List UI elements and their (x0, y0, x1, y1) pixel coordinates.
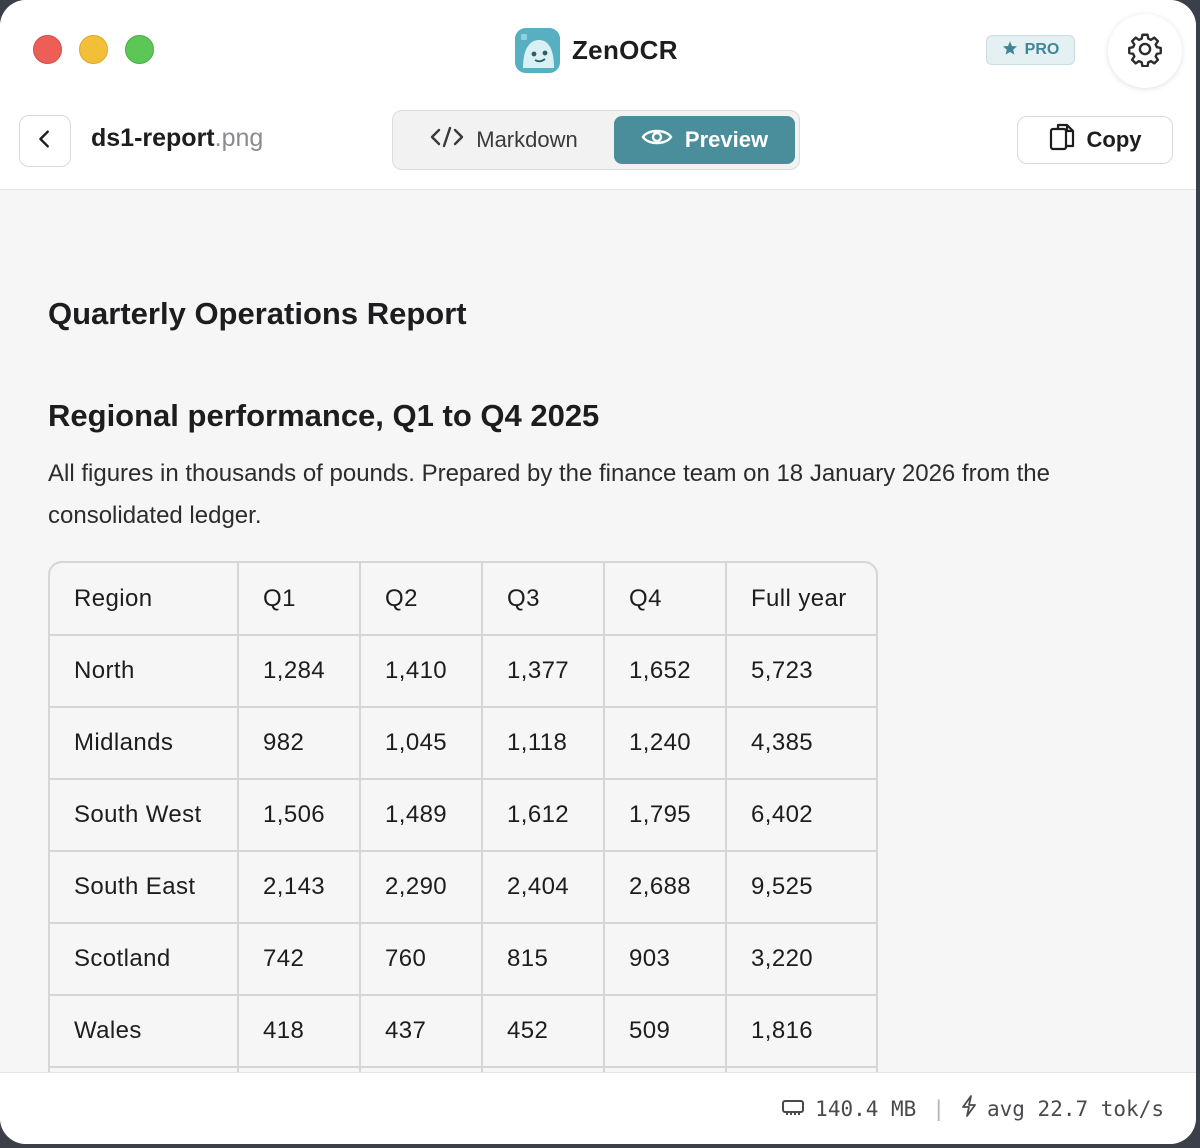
table-cell: 1,045 (360, 707, 483, 780)
table-row (50, 1067, 876, 1072)
window-controls (33, 35, 154, 64)
table-cell: 1,284 (238, 635, 361, 708)
tab-markdown-label: Markdown (476, 127, 578, 152)
table-cell (360, 1067, 483, 1072)
minimize-window-button[interactable] (79, 35, 108, 64)
table-cell: 1,612 (482, 779, 605, 852)
table-header-cell: Region (50, 563, 239, 636)
token-speed: avg 22.7 tok/s (986, 1096, 1164, 1121)
preview-pane[interactable]: Quarterly Operations Report Regional per… (0, 191, 1196, 1072)
table-row: Wales 418 437 452 509 1,816 (50, 995, 876, 1068)
table-cell (604, 1067, 727, 1072)
table-cell: 1,506 (238, 779, 361, 852)
pro-badge-label: PRO (1024, 41, 1060, 58)
table-cell: 1,410 (360, 635, 483, 708)
tab-preview[interactable]: Preview (614, 116, 795, 164)
table-cell: 982 (238, 707, 361, 780)
title-bar: ZenOCR PRO (0, 0, 1196, 100)
table-header-cell: Q3 (482, 563, 605, 636)
footer-stats: 140.4 MB | avg 22.7 tok/s (781, 1095, 1164, 1122)
table-cell: 3,220 (726, 923, 876, 996)
table-header-cell: Q4 (604, 563, 727, 636)
table-cell: 437 (360, 995, 483, 1068)
tab-preview-label: Preview (684, 127, 769, 152)
toolbar: ds1-report.png Markdown Preview Copy (0, 100, 1196, 190)
table-cell: 1,795 (604, 779, 727, 852)
gear-icon (1127, 31, 1163, 72)
table-cell: 452 (482, 995, 605, 1068)
table-cell: 760 (360, 923, 483, 996)
table-cell: South West (50, 779, 239, 852)
code-icon (430, 125, 464, 155)
app-brand: ZenOCR (515, 28, 678, 73)
eye-icon (641, 126, 673, 154)
file-name-extension: .png (214, 124, 264, 152)
table-header-row: Region Q1 Q2 Q3 Q4 Full year (50, 563, 876, 636)
copy-button[interactable]: Copy (1017, 116, 1173, 164)
lightning-icon (961, 1095, 977, 1122)
settings-button[interactable] (1108, 14, 1182, 88)
table-cell: 903 (604, 923, 727, 996)
table-row: Scotland 742 760 815 903 3,220 (50, 923, 876, 996)
status-bar: 140.4 MB | avg 22.7 tok/s (0, 1072, 1196, 1144)
table-cell: North (50, 635, 239, 708)
pro-badge: PRO (986, 35, 1075, 65)
table-cell: 6,402 (726, 779, 876, 852)
stats-divider: | (932, 1096, 945, 1121)
chevron-left-icon (34, 128, 56, 155)
table-cell: 4,385 (726, 707, 876, 780)
table-cell: 2,290 (360, 851, 483, 924)
table-cell: 742 (238, 923, 361, 996)
file-name-base: ds1-report (91, 124, 215, 152)
table-cell: South East (50, 851, 239, 924)
app-name: ZenOCR (572, 35, 678, 65)
table-row: South West 1,506 1,489 1,612 1,795 6,402 (50, 779, 876, 852)
memory-usage: 140.4 MB (815, 1096, 917, 1121)
table-cell: 1,489 (360, 779, 483, 852)
table-cell: 509 (604, 995, 727, 1068)
table-cell: 1,377 (482, 635, 605, 708)
app-logo-icon (515, 28, 560, 73)
view-mode-toggle: Markdown Preview (392, 110, 800, 170)
star-icon (1002, 40, 1018, 61)
table-cell: 1,816 (726, 995, 876, 1068)
document-paragraph: All figures in thousands of pounds. Prep… (48, 460, 1050, 529)
table-cell: 1,118 (482, 707, 605, 780)
copy-button-label: Copy (1086, 127, 1142, 152)
table-cell: 2,688 (604, 851, 727, 924)
table-cell: 9,525 (726, 851, 876, 924)
table-header-cell: Q2 (360, 563, 483, 636)
table-row: South East 2,143 2,290 2,404 2,688 9,525 (50, 851, 876, 924)
document-heading: Regional performance, Q1 to Q4 2025 (48, 398, 600, 433)
table-cell: 5,723 (726, 635, 876, 708)
zoom-window-button[interactable] (125, 35, 154, 64)
file-name: ds1-report.png (91, 124, 263, 153)
table-cell (482, 1067, 605, 1072)
memory-chip-icon (781, 1097, 805, 1121)
copy-icon (1049, 122, 1075, 158)
table-cell: 2,143 (238, 851, 361, 924)
table-row: North 1,284 1,410 1,377 1,652 5,723 (50, 635, 876, 708)
close-window-button[interactable] (33, 35, 62, 64)
table-cell (726, 1067, 876, 1072)
table-cell (50, 1067, 239, 1072)
data-table: Region Q1 Q2 Q3 Q4 Full year North 1,284… (48, 561, 878, 1072)
tab-markdown[interactable]: Markdown (401, 117, 607, 163)
table-row: Midlands 982 1,045 1,118 1,240 4,385 (50, 707, 876, 780)
table-cell: Scotland (50, 923, 239, 996)
table-header-cell: Full year (726, 563, 876, 636)
table-cell: 1,240 (604, 707, 727, 780)
table-cell: Wales (50, 995, 239, 1068)
document-title: Quarterly Operations Report (48, 296, 467, 331)
table-cell (238, 1067, 361, 1072)
table-header-cell: Q1 (238, 563, 361, 636)
table-cell: 815 (482, 923, 605, 996)
back-button[interactable] (19, 115, 71, 167)
table-cell: 418 (238, 995, 361, 1068)
table-cell: Midlands (50, 707, 239, 780)
table-cell: 2,404 (482, 851, 605, 924)
table-cell: 1,652 (604, 635, 727, 708)
